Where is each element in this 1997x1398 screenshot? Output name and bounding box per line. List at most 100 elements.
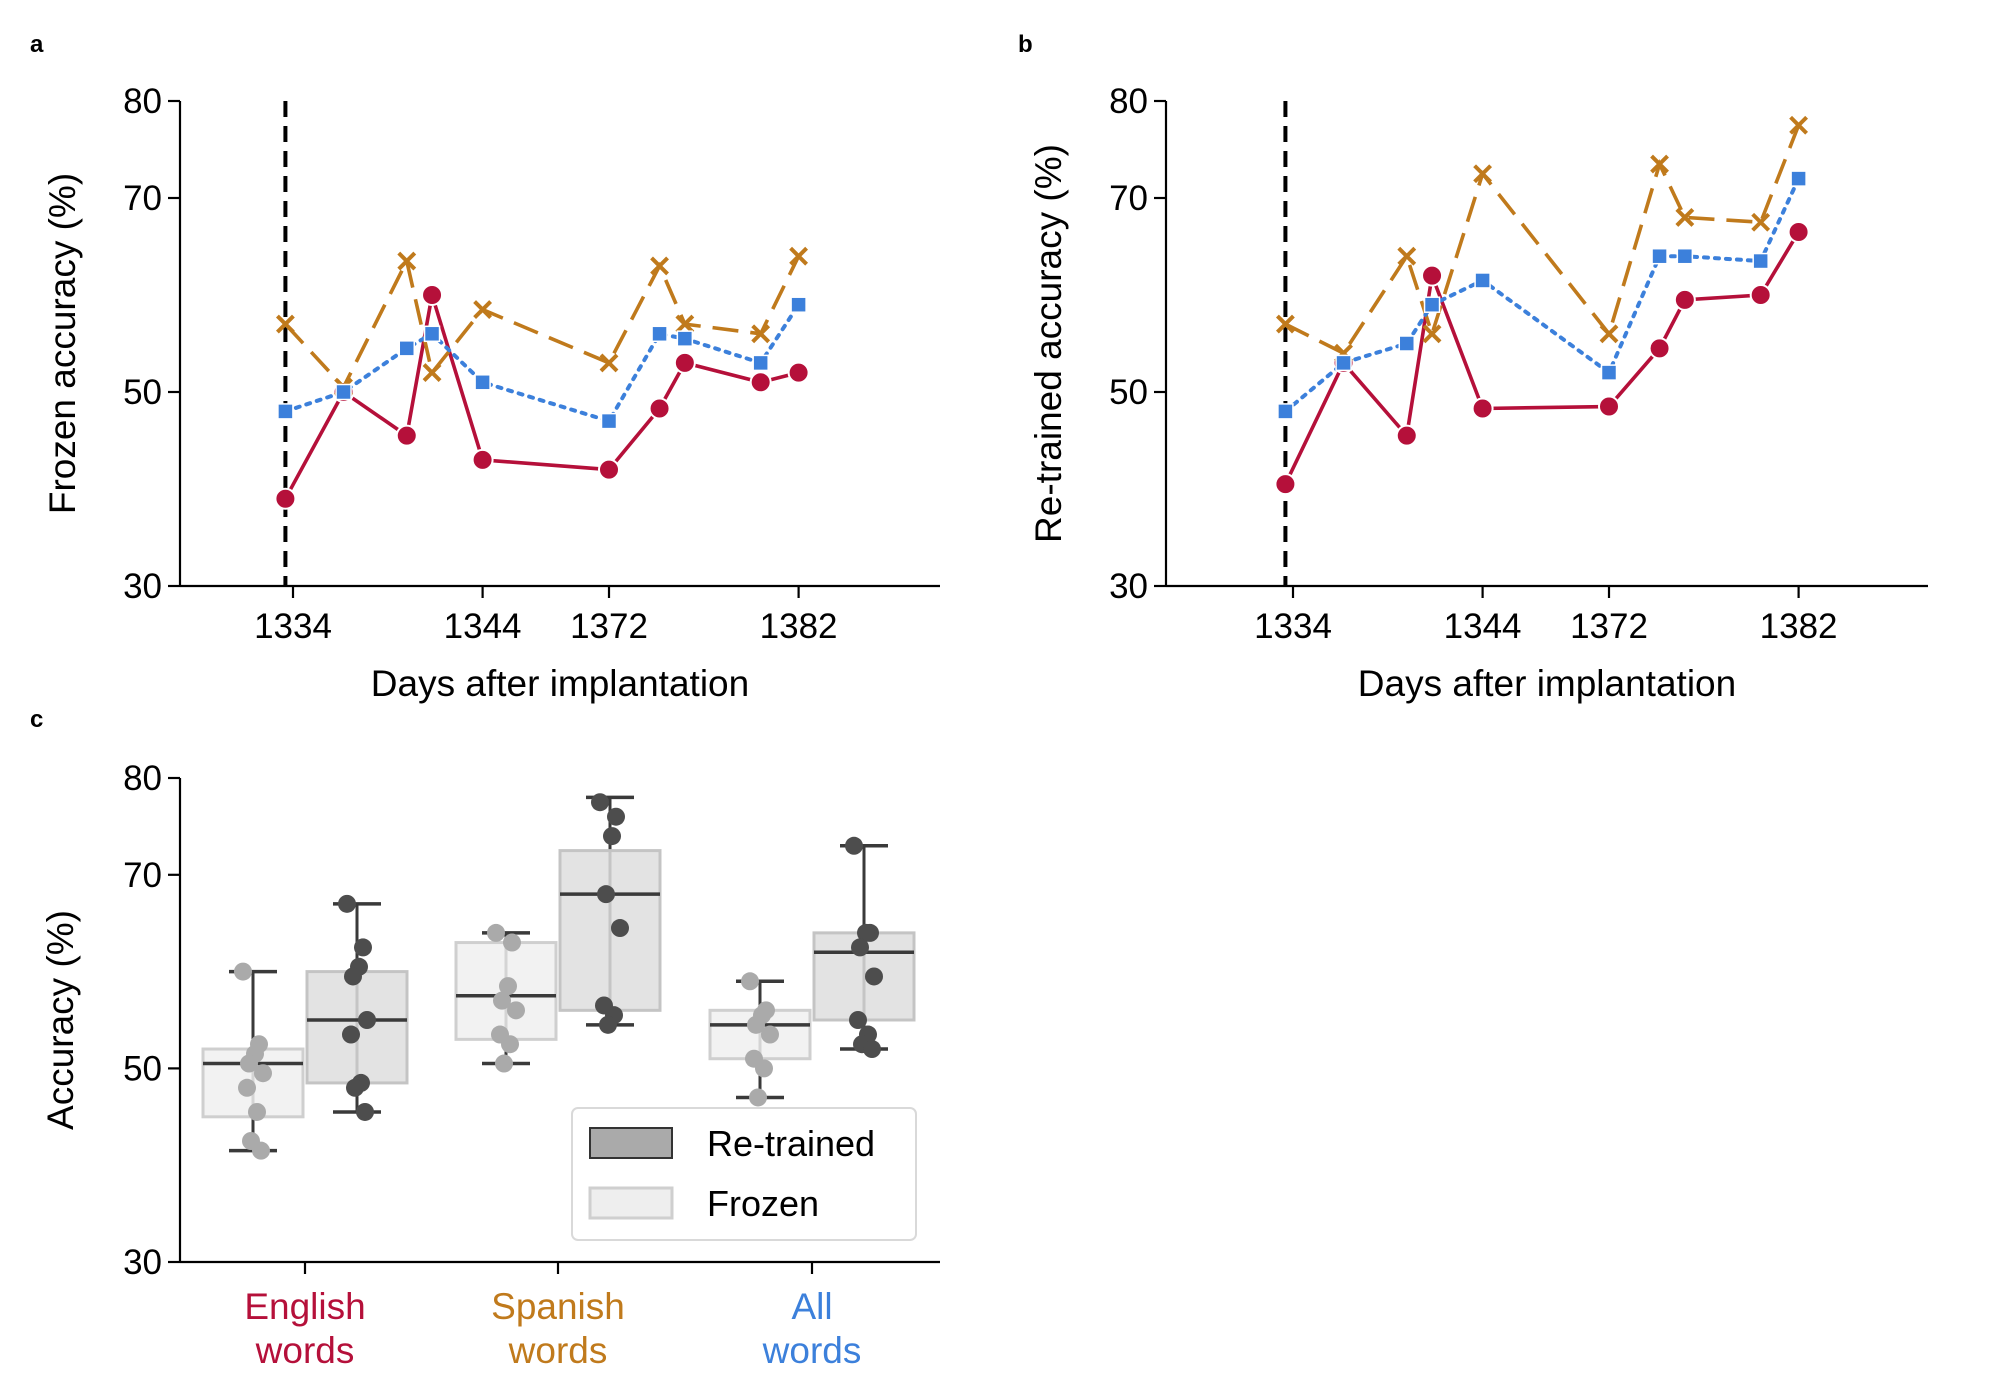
y-tick-label: 70 [123, 856, 162, 895]
data-point-all [1335, 354, 1352, 372]
y-tick-label: 70 [123, 179, 162, 218]
data-point-retrained [338, 894, 356, 913]
x-tick-label: 1334 [1254, 607, 1332, 646]
box-retrained [305, 970, 409, 1085]
box-retrained [558, 849, 662, 1012]
y-tick-label: 30 [123, 1243, 162, 1282]
data-point-retrained [857, 923, 875, 942]
data-point-frozen [238, 1078, 256, 1097]
data-point-spanish [789, 246, 809, 266]
data-point-frozen [234, 962, 252, 981]
series-line-english [1283, 231, 1801, 485]
y-tick-label: 30 [1109, 567, 1148, 606]
x-category-label: words [255, 1330, 355, 1371]
data-point-frozen [501, 1035, 519, 1054]
data-point-english [395, 424, 418, 447]
data-point-spanish [397, 251, 417, 271]
y-axis-label: Accuracy (%) [40, 910, 81, 1130]
data-point-all [474, 374, 491, 391]
data-point-english [749, 371, 772, 394]
data-point-frozen [254, 1064, 272, 1083]
data-point-all [600, 412, 618, 430]
data-point-frozen [240, 1054, 258, 1073]
data-point-all [651, 325, 668, 343]
legend-swatch-frozen [588, 1186, 674, 1220]
data-point-all [1790, 170, 1807, 187]
y-tick-label: 80 [123, 759, 162, 798]
data-point-spanish [675, 314, 695, 334]
data-point-frozen [499, 977, 517, 996]
y-tick-label: 80 [123, 82, 162, 121]
data-point-frozen [749, 1088, 767, 1107]
data-point-english [274, 487, 297, 510]
data-point-all [398, 340, 416, 357]
data-point-retrained [849, 1011, 867, 1029]
y-axis-label: Re-trained accuracy (%) [1028, 144, 1069, 543]
data-point-retrained [599, 1015, 617, 1034]
data-point-frozen [755, 1059, 773, 1078]
data-point-spanish [473, 300, 493, 319]
panel-a-line-chart: 30 50 70 80 1334 1344 1372 1382 Days after impla… [42, 82, 940, 704]
data-point-frozen [503, 933, 521, 952]
data-point-spanish [1751, 212, 1771, 232]
data-point-english [1274, 473, 1297, 496]
data-point-retrained [346, 1078, 364, 1097]
data-point-frozen [741, 972, 759, 991]
data-point-english [421, 284, 444, 306]
series-line-english [283, 294, 800, 500]
y-axis-label: Frozen accuracy (%) [42, 173, 83, 514]
series-line-spanish [284, 255, 801, 391]
data-point-english [648, 397, 671, 420]
x-category-label: English [244, 1286, 365, 1327]
x-category-label: All [791, 1286, 832, 1327]
data-point-english [673, 351, 696, 374]
data-point-retrained [845, 836, 863, 855]
data-point-all [1600, 364, 1618, 381]
data-point-frozen [507, 1001, 525, 1020]
data-point-retrained [603, 827, 621, 846]
x-category-label: words [762, 1330, 862, 1371]
series-line-all [283, 302, 801, 424]
data-point-retrained [607, 807, 625, 826]
y-tick-label: 50 [123, 373, 162, 412]
y-tick-label: 50 [123, 1049, 162, 1088]
data-point-spanish [1473, 164, 1493, 184]
x-tick-label: 1372 [1570, 607, 1648, 646]
data-point-all [1277, 403, 1294, 420]
panel-b-line-chart: 30 50 70 80 1334 1344 1372 1382 Days after impla… [1028, 82, 1928, 704]
data-point-spanish [751, 324, 771, 344]
data-point-frozen [487, 923, 505, 942]
data-point-retrained [356, 1102, 374, 1121]
data-point-english [471, 448, 494, 471]
data-point-all [423, 325, 441, 343]
data-point-spanish [276, 314, 295, 334]
data-point-spanish [1650, 154, 1669, 174]
x-tick-label: 1334 [254, 607, 332, 646]
x-category-label: words [508, 1330, 608, 1371]
data-point-all [1398, 335, 1416, 352]
x-category-label: Spanish [491, 1286, 625, 1327]
legend: Re-trained Frozen [571, 1107, 917, 1241]
x-tick-label: 1372 [570, 607, 648, 646]
data-point-all [752, 354, 769, 372]
data-point-retrained [358, 1011, 376, 1029]
data-point-retrained [597, 885, 615, 904]
panel-c-letter: c [30, 706, 43, 733]
data-point-english [1648, 337, 1671, 360]
data-point-spanish [599, 353, 619, 373]
x-tick-label: 1344 [1444, 607, 1522, 646]
legend-swatch-retrained [589, 1127, 673, 1159]
data-point-frozen [248, 1102, 266, 1121]
x-tick-label: 1382 [1760, 607, 1838, 646]
data-point-all [1423, 296, 1441, 313]
data-point-retrained [851, 938, 869, 957]
data-point-english [787, 361, 810, 384]
data-point-all [335, 383, 352, 401]
data-point-english [1749, 284, 1772, 306]
data-point-frozen [761, 1025, 779, 1044]
series-line-all [1283, 176, 1801, 414]
data-point-spanish [1422, 324, 1442, 344]
legend-label-retrained: Re-trained [707, 1123, 875, 1164]
